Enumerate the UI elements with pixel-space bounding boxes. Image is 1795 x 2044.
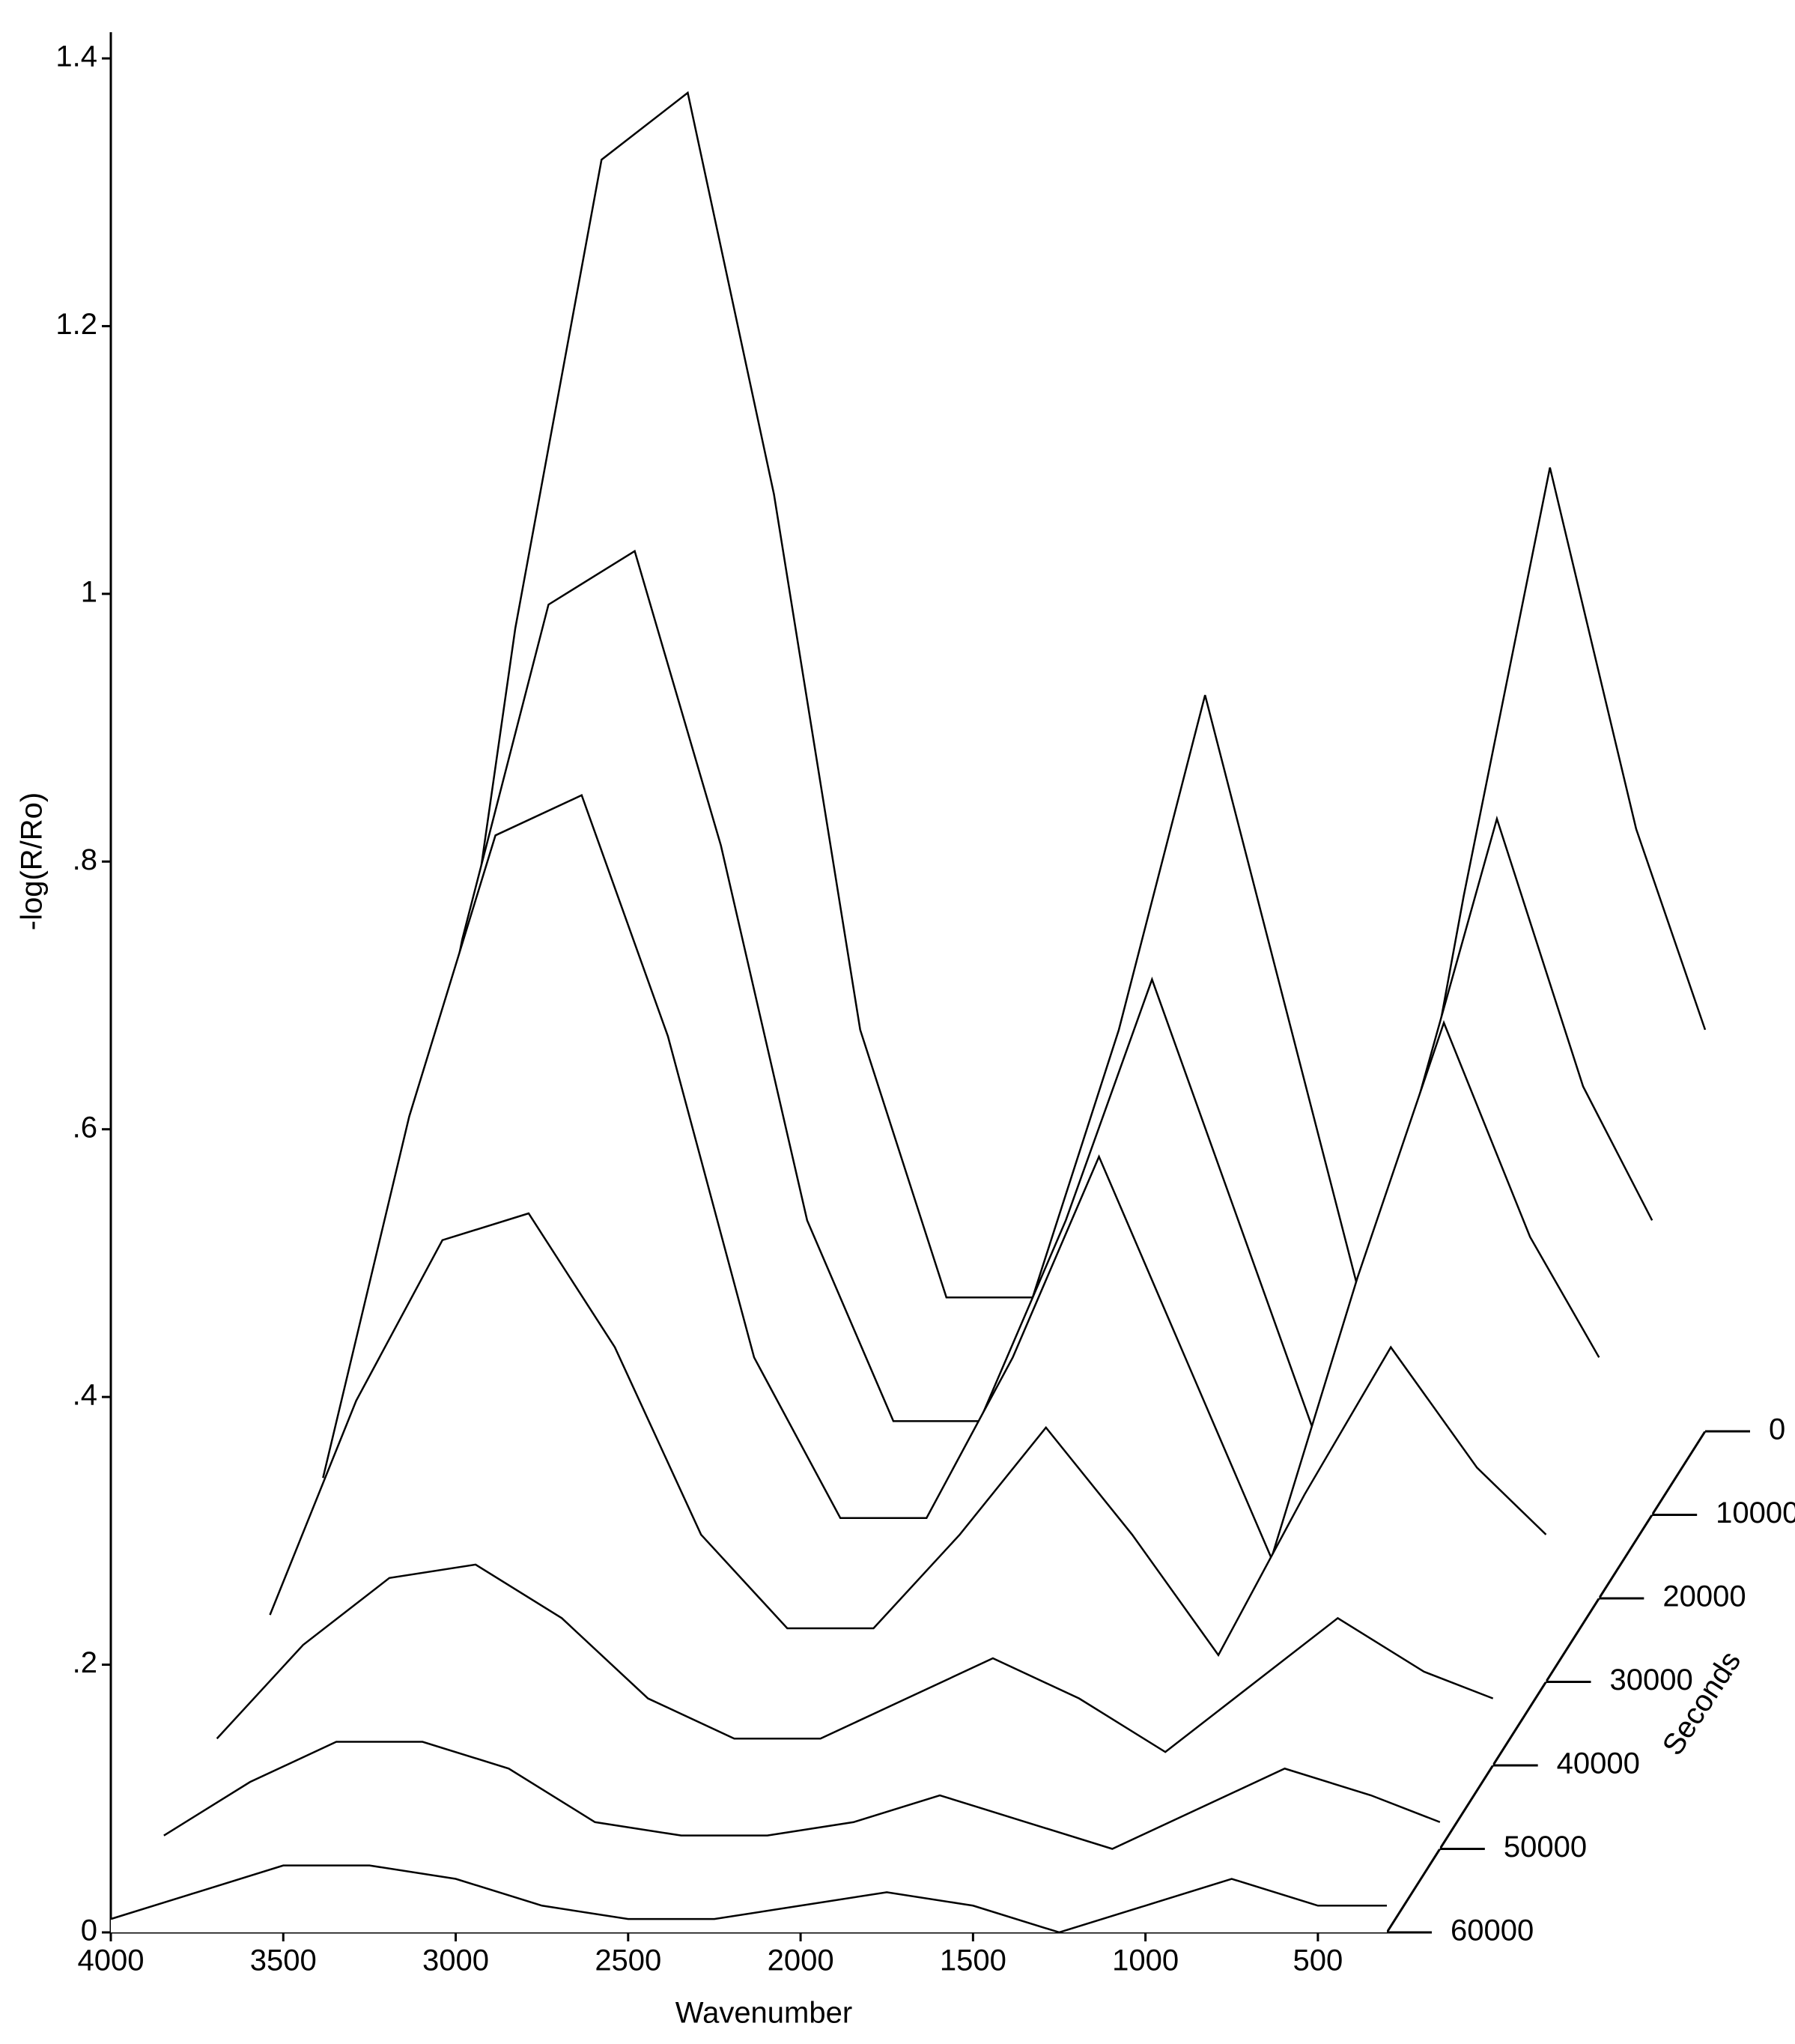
y-axis-label: -log(R/Ro)	[16, 792, 49, 930]
x-axis-label: Wavenumber	[675, 1997, 852, 2030]
x-tick-label: 2000	[768, 1944, 834, 1977]
y-tick-label: 1.4	[55, 40, 97, 73]
x-tick-label: 3500	[250, 1944, 317, 1977]
y-tick-label: .2	[73, 1646, 97, 1679]
occluder	[323, 795, 1600, 1598]
z-tick-label: 60000	[1451, 1914, 1534, 1947]
z-tick-label: 20000	[1662, 1580, 1746, 1613]
spectrum-line	[322, 794, 1600, 1562]
spectrum-line	[374, 549, 1653, 1465]
x-tick-label: 3000	[422, 1944, 489, 1977]
y-tick-label: .4	[73, 1379, 97, 1412]
z-tick-label: 10000	[1716, 1496, 1795, 1529]
z-tick-label: 0	[1769, 1413, 1785, 1446]
spectrum-line	[216, 1563, 1494, 1753]
occluder	[270, 1213, 1546, 1682]
x-tick-label: 500	[1293, 1944, 1343, 1977]
occluder	[163, 1741, 1440, 1849]
y-tick-label: 1.2	[55, 308, 97, 341]
z-tick-label: 50000	[1504, 1831, 1587, 1863]
y-tick-label: 1	[81, 575, 97, 608]
spectrum-line	[269, 1212, 1547, 1658]
y-tick-label: .6	[73, 1111, 97, 1144]
z-tick-label: 40000	[1557, 1747, 1640, 1780]
y-tick-label: .8	[73, 843, 97, 876]
x-tick-label: 2500	[595, 1944, 661, 1977]
x-tick-label: 4000	[78, 1944, 145, 1977]
spectrum-line	[163, 1741, 1441, 1850]
x-tick-label: 1000	[1112, 1944, 1179, 1977]
spectrum-line	[428, 91, 1707, 1365]
spectrum-line	[110, 1864, 1387, 1934]
occluder	[111, 1865, 1387, 1932]
y-tick-label: 0	[81, 1914, 97, 1947]
occluder	[216, 1564, 1493, 1765]
z-tick-label: 30000	[1610, 1664, 1693, 1696]
x-tick-label: 1500	[940, 1944, 1006, 1977]
